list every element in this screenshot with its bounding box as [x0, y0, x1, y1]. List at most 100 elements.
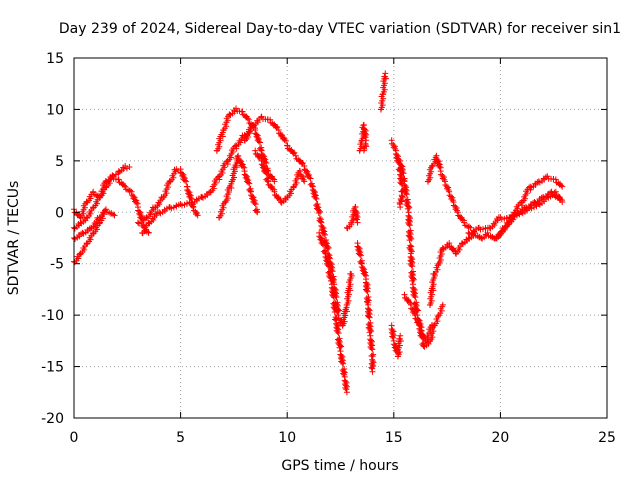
interp-point	[363, 287, 370, 294]
series-arc-c	[71, 206, 118, 242]
interp-point	[325, 263, 332, 270]
data-point	[77, 219, 84, 226]
data-point	[265, 178, 272, 185]
interp-point	[400, 170, 407, 177]
x-tick-label: 25	[598, 430, 616, 446]
data-point	[284, 142, 291, 149]
data-point	[177, 201, 184, 208]
interp-point	[307, 175, 314, 182]
interp-point	[342, 384, 349, 391]
interp-point	[361, 271, 368, 278]
series-arc-e	[134, 166, 201, 227]
x-tick-label: 5	[176, 430, 185, 446]
data-point	[250, 121, 257, 128]
data-point	[90, 188, 97, 195]
series-arc-q	[388, 322, 404, 360]
interp-point	[324, 262, 331, 269]
series-arc-r	[397, 157, 436, 345]
interp-point	[183, 178, 190, 185]
interp-point	[282, 137, 289, 144]
data-point	[194, 212, 201, 219]
interp-point	[262, 158, 269, 165]
interp-point	[181, 177, 188, 184]
interp-point	[187, 194, 194, 201]
data-point	[102, 206, 109, 213]
data-point	[233, 105, 240, 112]
y-tick-label: 10	[46, 102, 64, 118]
data-point	[467, 224, 474, 231]
y-tick-label: -20	[41, 411, 64, 427]
data-point	[109, 173, 116, 180]
interp-point	[368, 345, 375, 352]
data-point	[100, 209, 107, 216]
data-point	[122, 183, 129, 190]
series-arc-k	[316, 229, 350, 396]
data-point	[401, 291, 408, 298]
interp-point	[121, 182, 128, 189]
data-point	[397, 332, 404, 339]
interp-point	[390, 334, 397, 341]
y-tick-label: -5	[50, 257, 64, 273]
interp-point	[274, 123, 281, 130]
interp-point	[450, 202, 457, 209]
x-tick-label: 0	[70, 430, 79, 446]
series-arc-n	[354, 240, 377, 375]
interp-point	[339, 359, 346, 366]
y-tick-label: 5	[55, 154, 64, 170]
interp-point	[404, 205, 411, 212]
data-point	[439, 245, 446, 252]
interp-point	[251, 200, 258, 207]
interp-point	[331, 294, 338, 301]
y-tick-label: -10	[41, 308, 64, 324]
interp-point	[343, 386, 350, 393]
interp-point	[403, 191, 410, 198]
interp-point	[110, 211, 117, 218]
interp-point	[418, 333, 425, 340]
data-point	[277, 199, 284, 205]
interp-point	[406, 222, 413, 229]
interp-point	[263, 170, 270, 177]
interp-point	[317, 208, 324, 215]
series-arc-m	[356, 121, 370, 154]
y-tick-label: 0	[55, 205, 64, 221]
y-axis-label: SDTVAR / TECUs	[6, 181, 22, 296]
data-point	[552, 188, 559, 195]
interp-point	[356, 251, 363, 258]
interp-point	[408, 262, 415, 269]
interp-point	[325, 244, 332, 251]
interp-point	[263, 160, 270, 167]
data-point	[559, 183, 566, 190]
series-arc-t	[424, 152, 474, 231]
interp-point	[291, 149, 298, 156]
interp-point	[246, 180, 253, 187]
data-point	[369, 368, 376, 375]
data-point	[348, 271, 355, 277]
interp-point	[317, 218, 324, 225]
data-point	[115, 168, 122, 175]
series-arc-j	[252, 147, 308, 206]
y-tick-label: 15	[46, 51, 64, 67]
data-point	[382, 70, 389, 77]
interp-point	[419, 334, 426, 341]
interp-point	[321, 231, 328, 238]
interp-point	[402, 190, 409, 197]
interp-point	[262, 169, 269, 176]
series-arc-f	[139, 127, 254, 237]
data-point	[360, 147, 367, 154]
interp-point	[340, 370, 347, 377]
interp-point	[436, 163, 443, 170]
data-point	[559, 199, 566, 205]
interp-point	[389, 333, 396, 340]
data-point	[301, 178, 308, 185]
series-arc-d	[71, 209, 107, 266]
data-point	[254, 209, 261, 216]
series-arc-s	[401, 291, 446, 350]
interp-point	[408, 305, 415, 312]
interp-point	[369, 346, 376, 353]
x-axis-label: GPS time / hours	[281, 458, 398, 474]
axis-ticks: 0 5 10 15 20 25 -20 -15 -10 -5 0 5 10 15	[41, 51, 616, 446]
interp-point	[357, 252, 364, 259]
interp-point	[281, 136, 288, 143]
interp-point	[331, 316, 338, 323]
